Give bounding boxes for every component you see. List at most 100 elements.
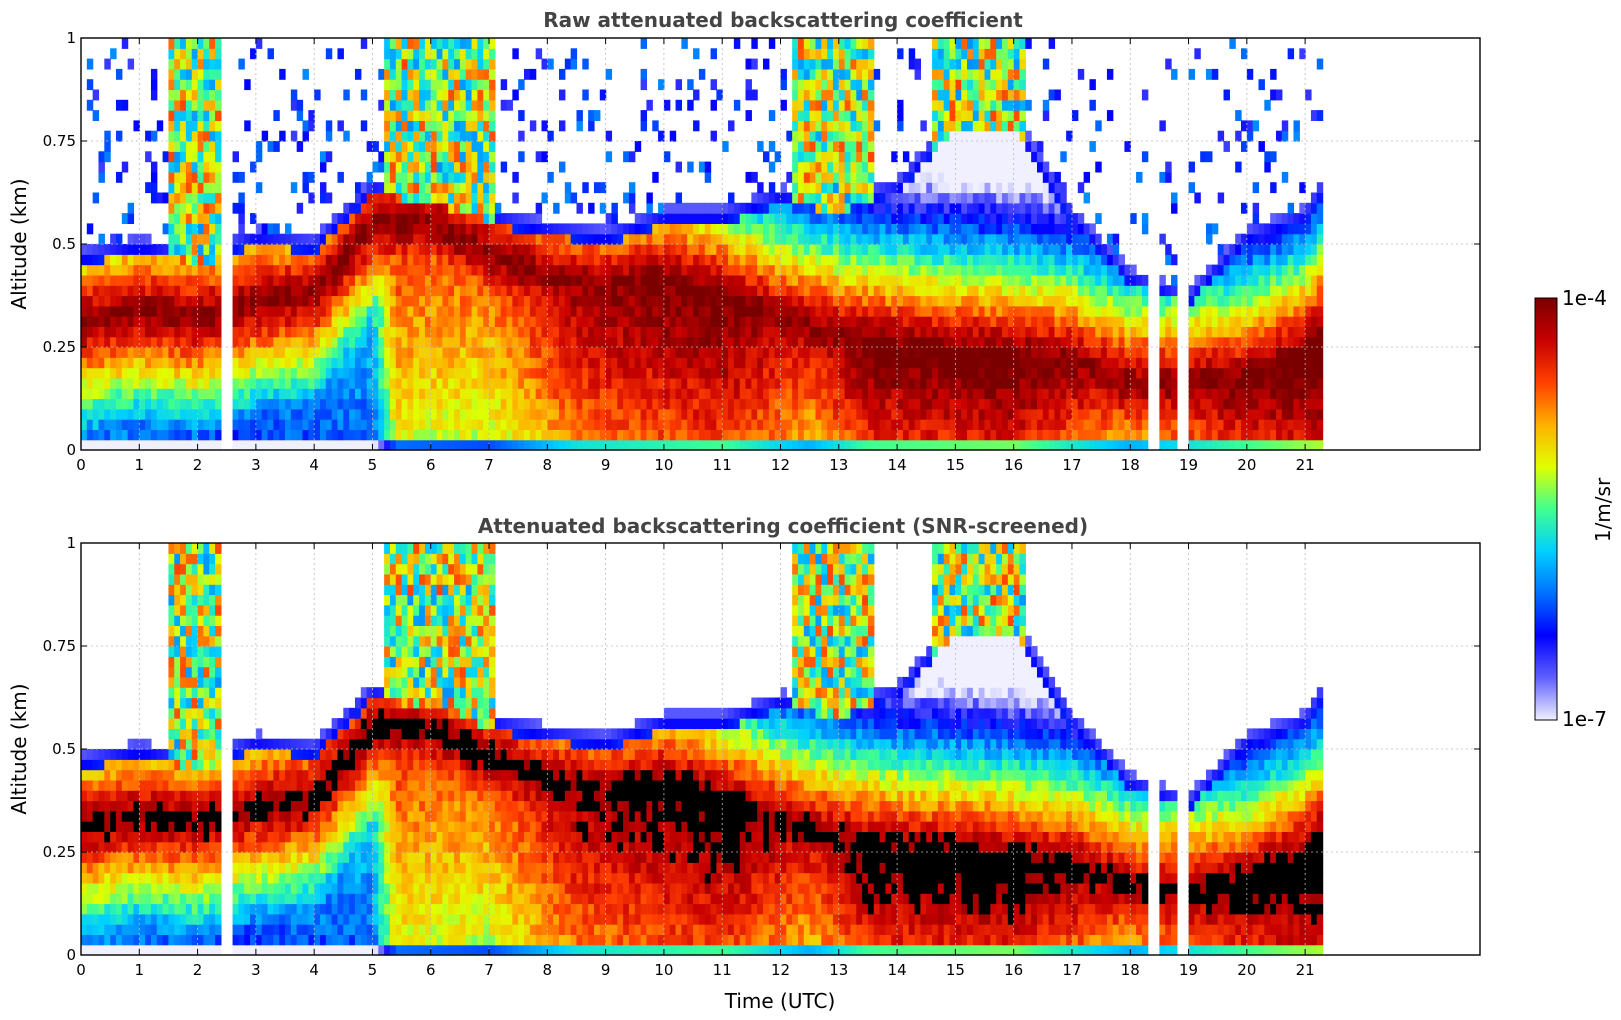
heatmap-cell [203, 79, 210, 91]
heatmap-cell [844, 326, 852, 338]
heatmap-cell [564, 408, 572, 420]
heatmap-cell [500, 336, 508, 348]
heatmap-cell [448, 79, 455, 91]
heatmap-cell [378, 223, 385, 235]
heatmap-cell [745, 274, 752, 286]
heatmap-cell [710, 130, 717, 142]
heatmap-cell [290, 274, 298, 286]
heatmap-cell [588, 244, 595, 255]
heatmap-cell [844, 388, 852, 400]
heatmap-cell [990, 202, 997, 214]
heatmap-cell [285, 408, 292, 420]
heatmap-cell [832, 274, 840, 286]
heatmap-cell [832, 110, 840, 121]
heatmap-cell [430, 213, 438, 224]
heatmap-cell [669, 254, 677, 266]
heatmap-cell [961, 99, 968, 111]
heatmap-cell [255, 398, 263, 410]
heatmap-cell [681, 305, 688, 317]
heatmap-cell [611, 429, 618, 441]
heatmap-cell [838, 398, 846, 410]
heatmap-cell [908, 347, 916, 358]
heatmap-cell [115, 439, 123, 451]
heatmap-cell [809, 171, 817, 183]
heatmap-cell [564, 58, 572, 70]
heatmap-cell [990, 326, 997, 338]
heatmap-cell [174, 192, 181, 204]
heatmap-cell [185, 99, 193, 111]
heatmap-cell [197, 213, 205, 224]
heatmap-cell [821, 285, 828, 297]
heatmap-cell [739, 388, 747, 400]
heatmap-cell [92, 316, 100, 327]
heatmap-cell [115, 99, 123, 111]
heatmap-cell [891, 202, 898, 214]
heatmap-cell [803, 233, 811, 245]
heatmap-cell [541, 285, 548, 297]
heatmap-cell [337, 305, 344, 317]
heatmap-cell [360, 254, 368, 266]
heatmap-cell [162, 326, 170, 338]
heatmap-cell [897, 182, 904, 194]
heatmap-cell [652, 357, 659, 369]
heatmap-cell [419, 120, 426, 132]
heatmap-cell [430, 161, 438, 173]
heatmap-cell [599, 254, 607, 266]
heatmap-cell [442, 68, 449, 80]
heatmap-cell [320, 285, 327, 297]
heatmap-cell [483, 48, 490, 60]
heatmap-cell [489, 151, 496, 163]
heatmap-cell [582, 223, 589, 235]
heatmap-cell [797, 58, 805, 70]
heatmap-cell [763, 254, 770, 266]
heatmap-cell [156, 336, 164, 348]
heatmap-cell [1007, 192, 1015, 204]
heatmap-cell [273, 326, 280, 338]
heatmap-cell [244, 264, 251, 276]
heatmap-cell [127, 213, 135, 224]
heatmap-cell [133, 419, 140, 430]
heatmap-cell [232, 305, 239, 317]
heatmap-cell [413, 192, 420, 204]
heatmap-cell [1019, 388, 1026, 400]
heatmap-cell [681, 202, 688, 214]
heatmap-cell [168, 254, 175, 266]
heatmap-cell [331, 254, 339, 266]
heatmap-cell [757, 295, 764, 307]
heatmap-cell [535, 48, 543, 60]
heatmap-cell [168, 38, 175, 49]
heatmap-cell [803, 295, 811, 307]
heatmap-cell [611, 408, 618, 420]
heatmap-cell [582, 295, 589, 307]
heatmap-cell [658, 285, 665, 297]
heatmap-cell [640, 347, 648, 358]
heatmap-cell [675, 408, 682, 420]
heatmap-cell [681, 38, 688, 49]
heatmap-cell [652, 429, 659, 441]
heatmap-cell [914, 377, 921, 389]
heatmap-cell [972, 38, 980, 49]
heatmap-cell [984, 171, 991, 183]
heatmap-cell [1007, 295, 1015, 307]
heatmap-cell [885, 233, 892, 245]
heatmap-cell [180, 151, 187, 163]
heatmap-cell [920, 213, 927, 224]
heatmap-cell [203, 89, 210, 101]
heatmap-cell [174, 38, 181, 49]
heatmap-cell [984, 130, 991, 142]
heatmap-cell [384, 151, 391, 163]
heatmap-cell [873, 429, 881, 441]
heatmap-cell [197, 388, 205, 400]
heatmap-cell [634, 388, 642, 400]
heatmap-cell [821, 357, 828, 369]
heatmap-cell [827, 326, 834, 338]
heatmap-cell [419, 151, 426, 163]
heatmap-cell [477, 274, 484, 286]
heatmap-cell [984, 38, 991, 49]
heatmap-cell [407, 58, 414, 70]
panel-raw-title: Raw attenuated backscattering coefficien… [543, 8, 1023, 32]
heatmap-cell [926, 254, 933, 266]
heatmap-cell [937, 89, 945, 101]
heatmap-cell [681, 295, 688, 307]
heatmap-cell [506, 274, 513, 286]
